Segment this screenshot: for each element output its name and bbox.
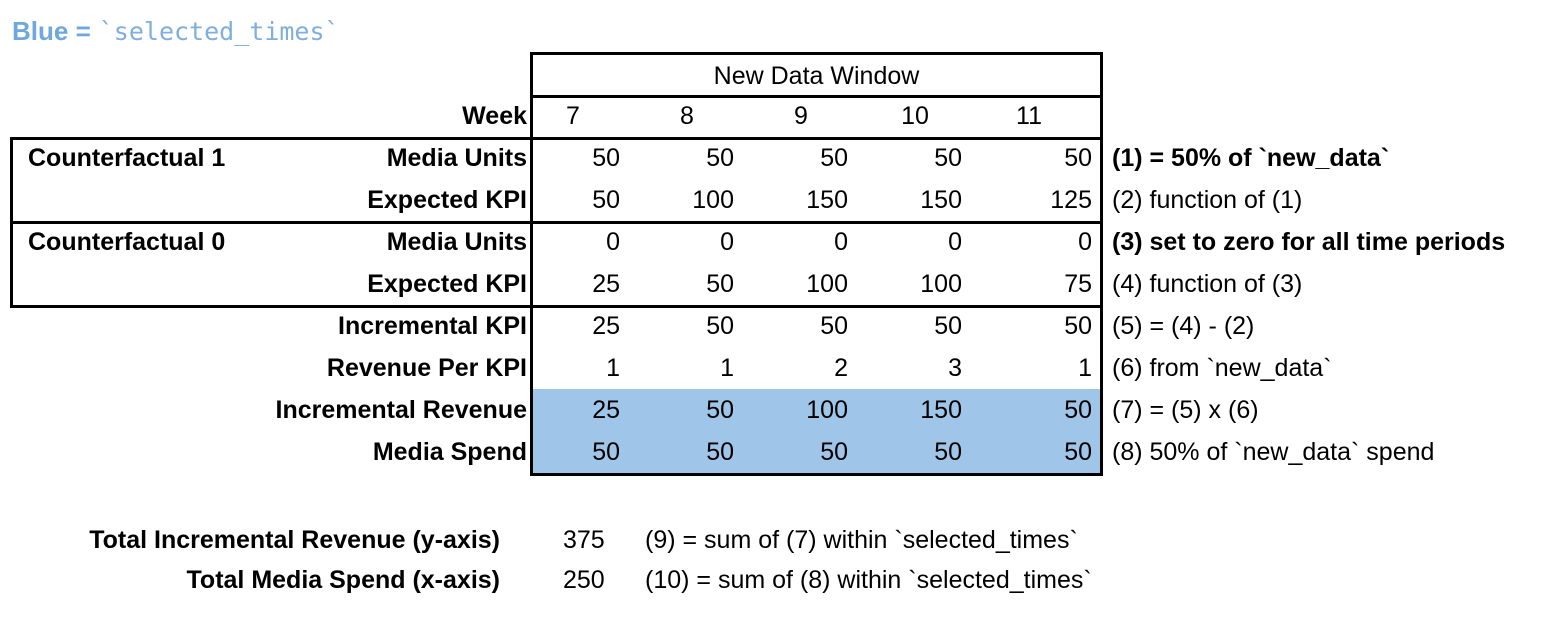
row-note-5: (5) = (4) - (2) (1112, 311, 1255, 340)
table-cell: 25 (592, 311, 620, 340)
table-cell: 50 (706, 269, 734, 298)
table-cell: 50 (706, 437, 734, 466)
table-cell: 150 (920, 185, 962, 214)
counterfactual-0-group-box (10, 221, 533, 308)
week-cell: 9 (794, 101, 808, 130)
total-incremental-revenue-value: 375 (563, 525, 605, 554)
row-label-media-units-cf0: Media Units (386, 227, 527, 256)
week-cell: 7 (566, 101, 580, 130)
table-cell: 150 (806, 185, 848, 214)
row-note-6: (6) from `new_data` (1112, 353, 1332, 382)
row-note-4: (4) function of (3) (1112, 269, 1303, 298)
week-cell: 8 (680, 101, 694, 130)
row-label-expected-kpi-cf0: Expected KPI (367, 269, 527, 298)
table-cell: 50 (592, 437, 620, 466)
table-cell: 75 (1064, 269, 1092, 298)
table-cell: 50 (592, 143, 620, 172)
table-cell: 1 (720, 353, 734, 382)
row-label-revenue-per-kpi: Revenue Per KPI (326, 353, 527, 382)
table-cell: 125 (1050, 185, 1092, 214)
row-note-8: (8) 50% of `new_data` spend (1112, 437, 1435, 466)
row-label-media-spend: Media Spend (372, 437, 527, 466)
table-cell: 50 (1064, 395, 1092, 424)
row-note-2: (2) function of (1) (1112, 185, 1303, 214)
total-incremental-revenue-note: (9) = sum of (7) within `selected_times` (645, 525, 1078, 554)
row-label-incremental-revenue: Incremental Revenue (275, 395, 528, 424)
table-cell: 0 (606, 227, 620, 256)
table-cell: 50 (820, 143, 848, 172)
table-cell: 50 (820, 311, 848, 340)
table-cell: 100 (806, 395, 848, 424)
table-cell: 50 (706, 143, 734, 172)
table-separator (530, 137, 1103, 140)
week-cell: 10 (901, 101, 929, 130)
group-label-counterfactual-1: Counterfactual 1 (28, 143, 226, 172)
table-cell: 50 (820, 437, 848, 466)
row-label-media-units-cf1: Media Units (386, 143, 527, 172)
legend-code-selected-times: `selected_times` (98, 17, 340, 46)
selected-times-highlight (533, 389, 1100, 473)
table-cell: 50 (706, 311, 734, 340)
total-incremental-revenue-label: Total Incremental Revenue (y-axis) (89, 525, 500, 554)
table-cell: 0 (834, 227, 848, 256)
new-data-window-header: New Data Window (530, 52, 1103, 98)
table-cell: 100 (692, 185, 734, 214)
table-cell: 25 (592, 395, 620, 424)
table-cell: 150 (920, 395, 962, 424)
week-cell: 11 (1016, 101, 1042, 130)
total-media-spend-label: Total Media Spend (x-axis) (186, 565, 500, 594)
total-media-spend-note: (10) = sum of (8) within `selected_times… (645, 565, 1092, 594)
row-note-7: (7) = (5) x (6) (1112, 395, 1259, 424)
week-label: Week (462, 101, 527, 130)
table-cell: 50 (1064, 143, 1092, 172)
table-cell: 100 (806, 269, 848, 298)
table-cell: 50 (934, 437, 962, 466)
table-cell: 50 (1064, 311, 1092, 340)
table-cell: 50 (934, 311, 962, 340)
table-separator (530, 305, 1103, 308)
table-cell: 0 (948, 227, 962, 256)
row-label-expected-kpi-cf1: Expected KPI (367, 185, 527, 214)
table-cell: 25 (592, 269, 620, 298)
table-cell: 50 (934, 143, 962, 172)
table-cell: 100 (920, 269, 962, 298)
table-cell: 2 (834, 353, 848, 382)
legend-blue-note: Blue = `selected_times` (12, 16, 340, 47)
table-cell: 3 (948, 353, 962, 382)
table-separator (530, 221, 1103, 224)
row-label-incremental-kpi: Incremental KPI (338, 311, 527, 340)
table-cell: 0 (720, 227, 734, 256)
table-cell: 50 (1064, 437, 1092, 466)
table-cell: 1 (1078, 353, 1092, 382)
legend-label: Blue = (12, 16, 91, 46)
group-label-counterfactual-0: Counterfactual 0 (28, 227, 226, 256)
table-cell: 50 (706, 395, 734, 424)
table-cell: 0 (1078, 227, 1092, 256)
total-media-spend-value: 250 (563, 565, 605, 594)
table-cell: 1 (606, 353, 620, 382)
row-note-1: (1) = 50% of `new_data` (1112, 143, 1390, 172)
row-note-3: (3) set to zero for all time periods (1112, 227, 1506, 256)
table-cell: 50 (592, 185, 620, 214)
